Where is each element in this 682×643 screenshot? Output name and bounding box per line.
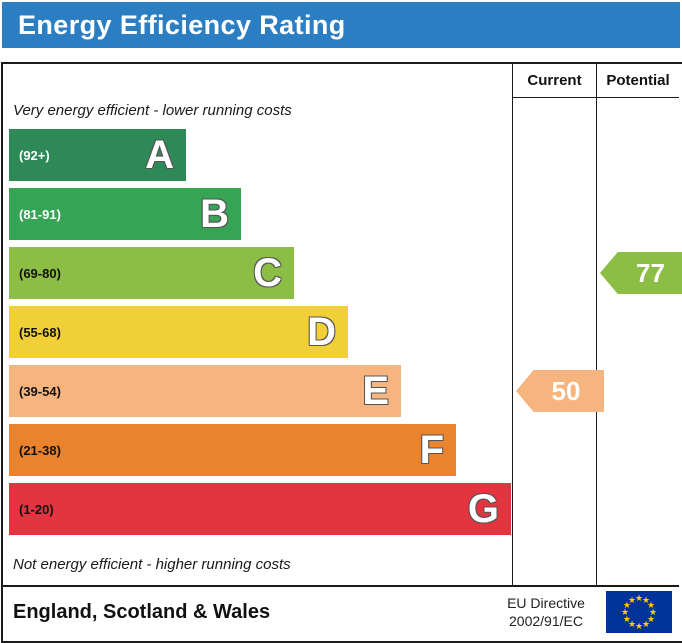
svg-text:★: ★ [647,600,655,610]
eu-directive-line2: 2002/91/EC [509,613,583,629]
band-row-b: (81-91) B [9,188,511,240]
band-letter: D [307,310,336,354]
column-divider-current [512,64,513,585]
eu-flag-stars-icon: ★★★★★★★★★★★★ [621,593,657,631]
band-range-label: (1-20) [19,501,54,517]
band-range-label: (92+) [19,147,50,163]
svg-text:★: ★ [623,600,631,610]
svg-text:★: ★ [635,593,643,603]
bottom-note: Not energy efficient - higher running co… [13,556,291,573]
band-bar-f: (21-38) F [9,424,456,476]
band-row-e: (39-54) E [9,365,511,417]
column-divider-potential [596,64,597,585]
page-title: Energy Efficiency Rating [18,9,346,40]
band-bar-e: (39-54) E [9,365,401,417]
band-range-label: (69-80) [19,265,61,281]
band-letter: F [419,428,444,472]
band-range-label: (39-54) [19,383,61,399]
energy-rating-chart: Current Potential Very energy efficient … [1,62,682,643]
band-row-g: (1-20) G [9,483,511,535]
band-bar-d: (55-68) D [9,306,348,358]
svg-text:★: ★ [642,595,650,605]
potential-rating-tag: 77 [600,252,682,294]
svg-text:★: ★ [647,614,655,624]
eu-flag: ★ ★ ★ ★ ★ ★ ★ ★ ★ ★ ★ ★ [606,591,672,633]
band-row-c: (69-80) C [9,247,511,299]
current-rating-tag: 50 [516,370,604,412]
column-header-potential: Potential [597,64,679,98]
rating-bands: (92+) A (81-91) B (69-80) C (55-68) D [9,129,511,542]
band-bar-b: (81-91) B [9,188,241,240]
svg-text:★: ★ [642,619,650,629]
column-header-current: Current [513,64,596,98]
band-bar-c: (69-80) C [9,247,294,299]
band-letter: C [253,251,282,295]
band-letter: G [467,487,499,531]
eu-directive-line1: EU Directive [507,595,585,611]
svg-text:★: ★ [628,595,636,605]
band-row-f: (21-38) F [9,424,511,476]
band-bar-g: (1-20) G [9,483,511,535]
svg-text:★: ★ [649,607,657,617]
chart-footer: England, Scotland & Wales EU Directive 2… [3,585,679,637]
band-row-d: (55-68) D [9,306,511,358]
footer-region-label: England, Scotland & Wales [13,600,271,623]
title-banner: Energy Efficiency Rating [2,2,680,48]
svg-text:★: ★ [621,607,629,617]
band-range-label: (55-68) [19,324,61,340]
band-row-a: (92+) A [9,129,511,181]
band-letter: A [145,133,174,177]
band-letter: B [200,192,229,236]
band-bar-a: (92+) A [9,129,186,181]
eu-directive-label: EU Directive 2002/91/EC [495,594,597,630]
svg-text:★: ★ [635,621,643,631]
band-range-label: (81-91) [19,206,61,222]
band-range-label: (21-38) [19,442,61,458]
svg-text:★: ★ [628,619,636,629]
band-letter: E [362,369,389,413]
svg-text:★: ★ [623,614,631,624]
top-note: Very energy efficient - lower running co… [13,102,292,119]
